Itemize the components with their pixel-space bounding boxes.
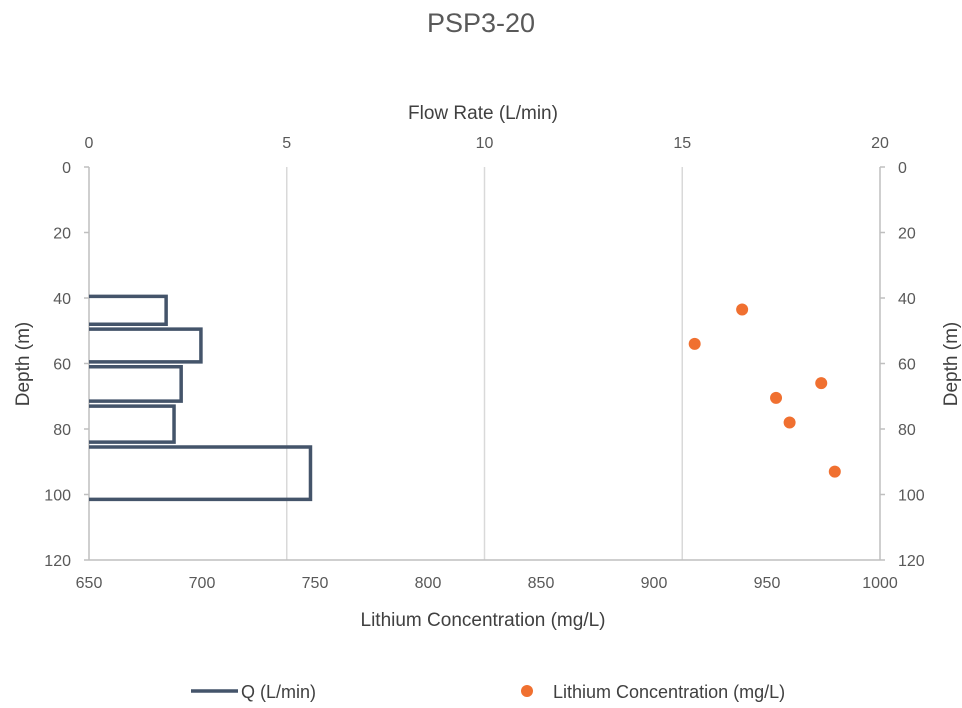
legend-lithium-swatch [521, 685, 533, 697]
chart-title: PSP3-20 [427, 8, 535, 38]
lithium-point [783, 416, 796, 429]
right-tick-label: 100 [898, 488, 925, 505]
axes [84, 166, 885, 561]
top-tick-label: 20 [871, 135, 889, 152]
bottom-tick-label: 800 [415, 575, 442, 592]
lithium-point [815, 377, 828, 390]
left-tick-label: 80 [53, 422, 71, 439]
right-tick-label: 60 [898, 357, 916, 374]
lithium-point [770, 391, 783, 404]
bottom-tick-label: 650 [76, 575, 103, 592]
bottom-tick-label: 1000 [862, 575, 898, 592]
legend: Q (L/min) Lithium Concentration (mg/L) [191, 682, 785, 702]
top-tick-label: 10 [476, 135, 494, 152]
top-tick-label: 5 [282, 135, 291, 152]
left-tick-label: 120 [44, 553, 71, 570]
right-tick-label: 20 [898, 226, 916, 243]
top-tick-label: 0 [85, 135, 94, 152]
lithium-point [736, 303, 749, 316]
q-interval [89, 294, 168, 326]
top-tick-label: 15 [673, 135, 691, 152]
legend-lithium-label: Lithium Concentration (mg/L) [553, 682, 785, 702]
right-tick-label: 40 [898, 291, 916, 308]
left-tick-label: 40 [53, 291, 71, 308]
lithium-point [688, 337, 701, 350]
lithium-point [828, 465, 841, 478]
left-tick-label: 20 [53, 226, 71, 243]
top-axis-title: Flow Rate (L/min) [408, 103, 558, 124]
lithium-series [688, 303, 841, 478]
grid-lines [286, 167, 683, 560]
left-tick-label: 100 [44, 488, 71, 505]
q-interval [89, 327, 203, 364]
right-axis-title: Depth (m) [941, 322, 962, 406]
bottom-axis-title: Lithium Concentration (mg/L) [361, 610, 606, 631]
bottom-tick-label: 700 [189, 575, 216, 592]
left-axis-title: Depth (m) [13, 322, 34, 406]
left-tick-label: 0 [62, 160, 71, 177]
left-tick-label: 60 [53, 357, 71, 374]
q-interval [89, 445, 313, 502]
right-tick-label: 0 [898, 160, 907, 177]
legend-q-label: Q (L/min) [241, 682, 316, 702]
right-tick-label: 120 [898, 553, 925, 570]
q-interval [89, 365, 183, 403]
bottom-tick-label: 850 [528, 575, 555, 592]
bottom-tick-label: 900 [641, 575, 668, 592]
bottom-tick-label: 950 [754, 575, 781, 592]
q-interval [89, 404, 176, 444]
q-series [89, 294, 313, 502]
right-tick-label: 80 [898, 422, 916, 439]
bottom-tick-label: 750 [302, 575, 329, 592]
